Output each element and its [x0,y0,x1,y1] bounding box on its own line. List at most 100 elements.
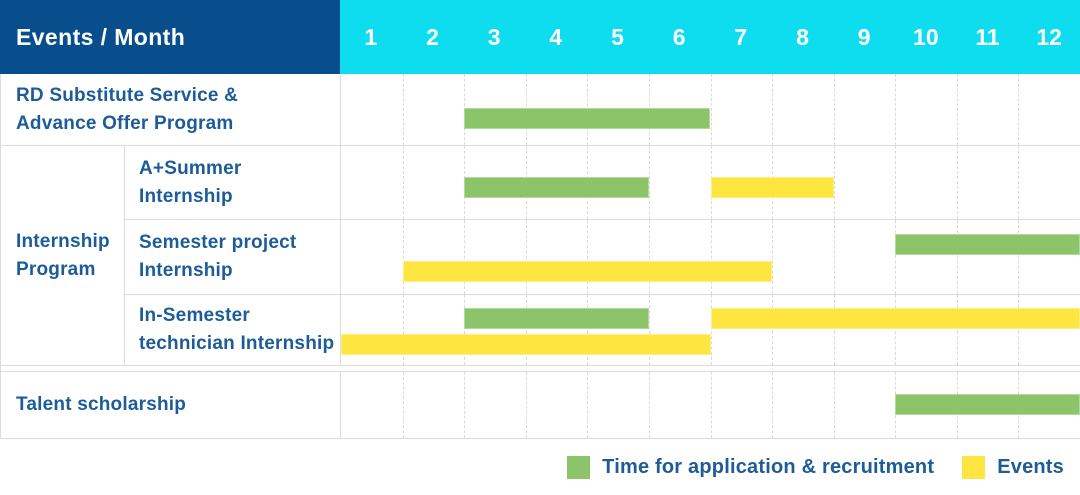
green-legend-swatch-icon [567,456,590,479]
month-gridline [772,372,773,438]
group-label-internship-program: Internship Program [1,146,125,365]
month-gridline [711,74,712,145]
month-label-8: 8 [772,0,834,74]
gantt-bar-green-in-semester-technician-internship [464,308,649,329]
month-gridline [834,74,835,145]
gantt-track-a-plus-summer-internship [341,146,1080,219]
gantt-track-rd-substitute-service [341,74,1080,145]
month-gridline [834,220,835,294]
month-label-12: 12 [1018,0,1080,74]
month-label-10: 10 [895,0,957,74]
month-gridline [403,220,404,294]
month-gridline [526,220,527,294]
month-label-11: 11 [957,0,1019,74]
gantt-bar-green-talent-scholarship [895,394,1080,415]
month-gridline [957,220,958,294]
row-label-a-plus-summer-internship: A+Summer Internship [125,146,341,219]
yellow-legend-swatch-icon [962,456,985,479]
month-gridline [834,372,835,438]
gantt-track-talent-scholarship [341,372,1080,438]
row-label-line: Internship [139,257,340,285]
gantt-bar-green-a-plus-summer-internship [464,177,649,198]
row-talent-scholarship: Talent scholarship [1,371,1080,439]
month-gridline [895,220,896,294]
month-label-1: 1 [340,0,402,74]
row-label-line: technician Internship [139,330,340,358]
gantt-track-in-semester-technician-internship [341,295,1080,365]
gantt-bar-green-rd-substitute-service [464,108,710,129]
group-label-line: Program [16,256,124,284]
month-label-5: 5 [587,0,649,74]
row-label-rd-substitute-service: RD Substitute Service & Advance Offer Pr… [1,74,341,145]
month-gridline [895,74,896,145]
month-gridline [587,372,588,438]
month-label-6: 6 [648,0,710,74]
row-label-line: Semester project [139,229,340,257]
month-gridline [711,295,712,365]
gantt-bar-yellow-a-plus-summer-internship [711,177,834,198]
month-gridline [772,220,773,294]
month-gridline [772,74,773,145]
gantt-body: RD Substitute Service & Advance Offer Pr… [0,74,1080,439]
row-rd-substitute-service: RD Substitute Service & Advance Offer Pr… [1,74,1080,146]
row-label-talent-scholarship: Talent scholarship [1,372,341,438]
month-gridline [403,372,404,438]
row-label-in-semester-technician-internship: In-Semester technician Internship [125,295,341,365]
gantt-track-semester-project-internship [341,220,1080,294]
row-label-line: RD Substitute Service & [16,82,340,110]
month-gridline [526,372,527,438]
legend-label-events: Events [997,456,1064,479]
month-gridline [957,146,958,219]
gantt-bar-green-semester-project-internship [895,234,1080,255]
group-label-line: Internship [16,228,124,256]
gantt-bar-yellow-in-semester-technician-internship [341,334,711,355]
month-gridline [403,146,404,219]
row-a-plus-summer-internship: A+Summer Internship [125,146,1080,219]
month-gridline [587,220,588,294]
month-gridline [834,146,835,219]
month-gridline [1018,220,1019,294]
legend-label-application-recruitment: Time for application & recruitment [602,456,934,479]
month-label-3: 3 [463,0,525,74]
month-label-9: 9 [833,0,895,74]
month-gridline [649,372,650,438]
corner-header-events-month: Events / Month [0,0,340,74]
legend-item-application-recruitment: Time for application & recruitment [567,456,934,479]
month-gridline [711,372,712,438]
group-subrows: A+Summer Internship Semester project Int… [125,146,1080,365]
gantt-bar-yellow-in-semester-technician-internship [711,308,1080,329]
month-gridline [834,295,835,365]
row-label-line: Advance Offer Program [16,110,340,138]
row-label-line: Internship [139,183,340,211]
month-gridline [649,146,650,219]
month-gridline [1018,74,1019,145]
month-gridline [895,146,896,219]
row-label-semester-project-internship: Semester project Internship [125,220,341,294]
row-in-semester-technician-internship: In-Semester technician Internship [125,294,1080,365]
month-label-2: 2 [402,0,464,74]
month-gridline [649,220,650,294]
row-label-line: A+Summer [139,155,340,183]
month-gridline [957,295,958,365]
month-label-7: 7 [710,0,772,74]
month-gridline [403,74,404,145]
month-gridline [711,220,712,294]
row-semester-project-internship: Semester project Internship [125,219,1080,294]
month-label-4: 4 [525,0,587,74]
month-gridline [1018,146,1019,219]
group-internship-program: Internship Program A+Summer Internship S… [1,146,1080,366]
month-gridline [895,295,896,365]
legend-item-events: Events [962,456,1064,479]
month-gridline [464,372,465,438]
row-label-line: In-Semester [139,302,340,330]
legend: Time for application & recruitment Event… [0,439,1080,495]
month-gridline [1018,295,1019,365]
row-label-line: Talent scholarship [16,391,340,419]
gantt-bar-yellow-semester-project-internship [403,261,773,282]
month-gridline [464,220,465,294]
month-gridline [772,295,773,365]
month-gridline [957,74,958,145]
